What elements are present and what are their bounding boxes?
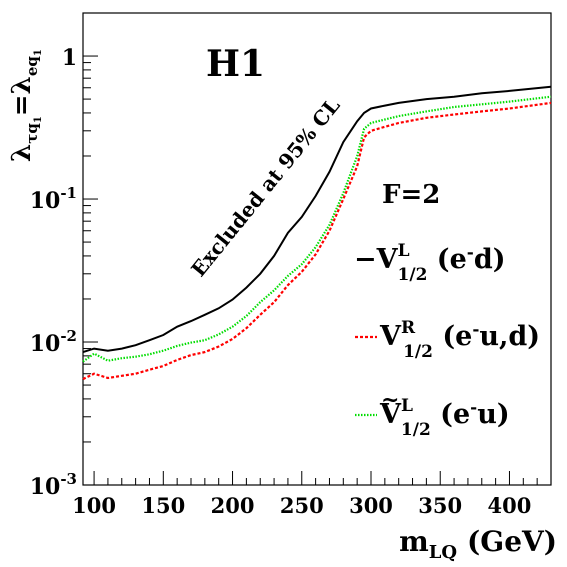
y-axis-label-rhs-sub: eq (23, 56, 41, 77)
legend: −VL 1/2 (e-d) VR 1/2 (e-u,d) VL 1/2 (e-u)~ (354, 241, 540, 440)
curve-s1 (82, 85, 552, 354)
x-tick-label: 250 (280, 493, 324, 518)
y-axis-label-rhs: λ (7, 76, 37, 94)
y-axis-label-rhs-subsub: 1 (33, 49, 44, 56)
curves (82, 85, 552, 381)
x-axis-label-unit: (GeV) (467, 525, 557, 558)
x-tick-label: 200 (211, 493, 255, 518)
legend-label-s2: VR 1/2 (e-u,d) (379, 318, 540, 362)
x-tick-label: 350 (418, 493, 462, 518)
y-axis-label-lhs-subsub: 1 (33, 116, 44, 123)
axis-ticks: 100 150 200 250 300 350 400 10-3 10-2 10-1 1 (30, 12, 552, 518)
y-tick-label: 1 (62, 45, 77, 71)
y-axis-label-lhs: λ (7, 144, 37, 162)
x-tick-label: 100 (72, 493, 116, 518)
y-axis-label-lhs-sub: τq (23, 123, 41, 144)
y-tick-label: 10-2 (30, 327, 77, 357)
plot-frame (82, 12, 552, 486)
curve-s2 (82, 101, 552, 381)
chart-title: H1 (206, 43, 265, 85)
x-axis-label-sub: LQ (429, 542, 457, 563)
legend-tilde: ~ (381, 387, 399, 413)
x-tick-label: 150 (141, 493, 185, 518)
legend-label-s3: VL 1/2 (e-u) (379, 396, 510, 440)
y-axis-label: λτq1=λeq1 (7, 49, 44, 162)
x-tick-label: 300 (349, 493, 393, 518)
x-axis-label-main: m (399, 525, 429, 558)
legend-label-s1: −VL 1/2 (e-d) (354, 241, 505, 285)
x-tick-label: 400 (488, 493, 532, 518)
y-tick-label: 10-1 (30, 184, 77, 214)
y-tick-label: 10-3 (30, 470, 77, 500)
y-axis-label-eq: = (7, 94, 37, 116)
chart-subtitle: F=2 (382, 180, 440, 210)
x-axis-label: mLQ (GeV) (399, 525, 557, 563)
